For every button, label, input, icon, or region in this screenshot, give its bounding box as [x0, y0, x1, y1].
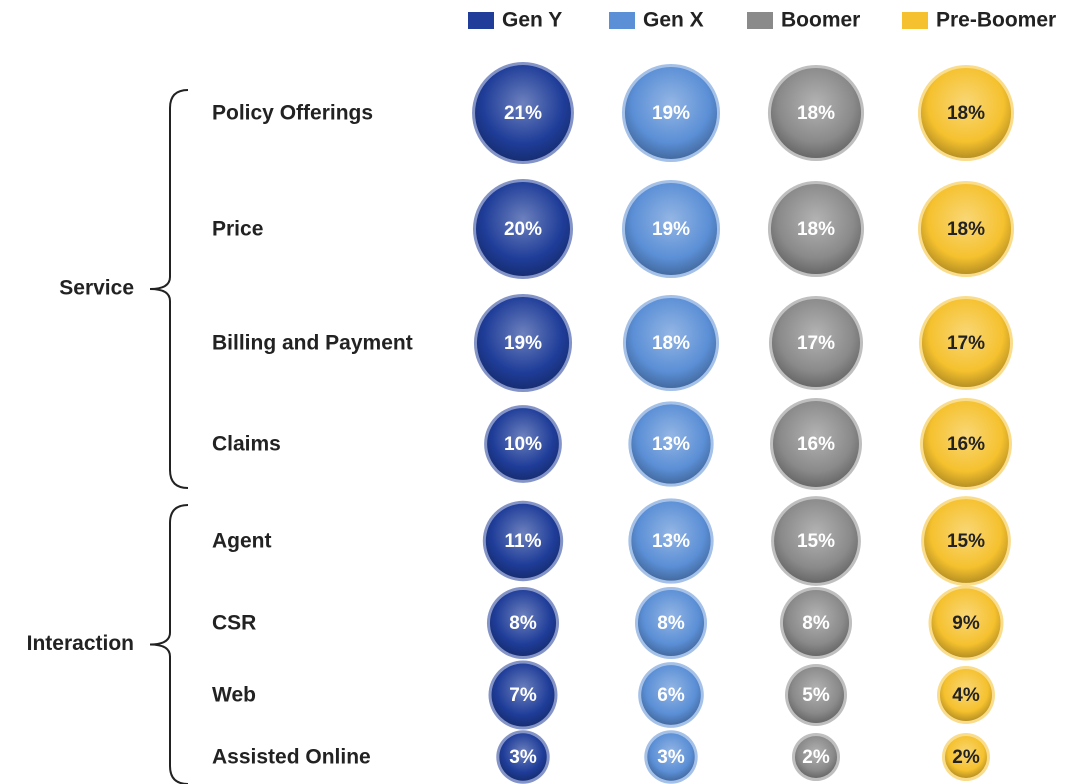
- bubble: [920, 183, 1012, 275]
- bubble: [641, 665, 701, 725]
- bubble: [787, 666, 845, 724]
- bubble-label: 13%: [652, 531, 690, 552]
- legend-swatch: [902, 12, 928, 29]
- bubble: [624, 182, 718, 276]
- row-label: Assisted Online: [212, 746, 371, 769]
- bubble-label: 13%: [652, 434, 690, 455]
- bubble-label: 3%: [509, 747, 537, 768]
- bubble-label: 3%: [657, 747, 685, 768]
- bubble-label: 6%: [657, 685, 685, 706]
- bubble-label: 19%: [652, 103, 690, 124]
- bubble-label: 18%: [652, 333, 690, 354]
- bubble: [631, 404, 711, 484]
- legend-label: Boomer: [781, 9, 860, 32]
- bubble-label: 19%: [652, 219, 690, 240]
- bubble-label: 16%: [797, 434, 835, 455]
- bubble-label: 19%: [504, 333, 542, 354]
- legend-swatch: [468, 12, 494, 29]
- bubble-label: 11%: [505, 531, 542, 552]
- bubble: [489, 589, 557, 657]
- bubble-label: 18%: [797, 103, 835, 124]
- row-label: Claims: [212, 433, 281, 456]
- bubble-label: 18%: [947, 103, 985, 124]
- row-label: Price: [212, 218, 263, 241]
- bubble-label: 10%: [504, 434, 542, 455]
- group-brace: [149, 504, 189, 784]
- bubble: [774, 499, 858, 583]
- bubble-label: 9%: [952, 613, 980, 634]
- bubble-label: 8%: [509, 613, 537, 634]
- bubble: [940, 669, 992, 721]
- bubble: [944, 735, 988, 779]
- bubble: [782, 589, 850, 657]
- bubble: [931, 588, 1001, 658]
- bubble: [476, 296, 570, 390]
- bubble: [625, 297, 717, 389]
- bubble: [923, 401, 1009, 487]
- group-label: Service: [59, 277, 134, 300]
- bubble: [485, 503, 561, 579]
- bubble: [771, 298, 861, 388]
- row-label: Policy Offerings: [212, 102, 373, 125]
- legend-label: Pre-Boomer: [936, 9, 1056, 32]
- legend-label: Gen X: [643, 9, 704, 32]
- bubble: [491, 663, 555, 727]
- bubble-label: 18%: [797, 219, 835, 240]
- bubble: [770, 67, 862, 159]
- bubble-label: 15%: [797, 531, 835, 552]
- legend-swatch: [609, 12, 635, 29]
- bubble-label: 15%: [947, 531, 985, 552]
- legend-label: Gen Y: [502, 9, 562, 32]
- bubble-label: 20%: [504, 219, 542, 240]
- bubble-label: 18%: [947, 219, 985, 240]
- legend-swatch: [747, 12, 773, 29]
- bubble-label: 5%: [802, 685, 830, 706]
- row-label: Agent: [212, 530, 272, 553]
- bubble-label: 17%: [797, 333, 835, 354]
- group-brace: [149, 89, 189, 489]
- bubble-label: 4%: [952, 685, 980, 706]
- bubble: [773, 401, 859, 487]
- group-label: Interaction: [27, 632, 134, 655]
- bubble-label: 21%: [504, 103, 542, 124]
- bubble-label: 8%: [802, 613, 830, 634]
- bubble: [624, 66, 718, 160]
- bubble: [631, 501, 711, 581]
- bubble-label: 7%: [509, 685, 537, 706]
- bubble: [637, 589, 705, 657]
- row-label: Web: [212, 684, 256, 707]
- row-label: Billing and Payment: [212, 332, 413, 355]
- bubble-label: 16%: [947, 434, 985, 455]
- bubble: [794, 735, 838, 779]
- bubble: [770, 183, 862, 275]
- bubble-label: 8%: [657, 613, 685, 634]
- bubble: [921, 298, 1011, 388]
- bubble: [920, 67, 1012, 159]
- bubble: [924, 499, 1008, 583]
- bubble: [475, 65, 571, 161]
- bubble-label: 2%: [802, 747, 830, 768]
- bubble: [499, 733, 547, 781]
- row-label: CSR: [212, 612, 256, 635]
- bubble: [487, 408, 559, 480]
- bubble: [647, 733, 695, 781]
- bubble-label: 17%: [947, 333, 985, 354]
- bubble-label: 2%: [952, 747, 980, 768]
- bubble: [475, 181, 571, 277]
